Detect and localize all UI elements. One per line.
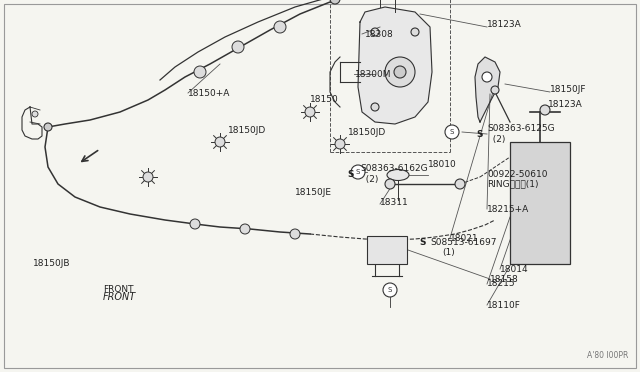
Circle shape <box>385 57 415 87</box>
Circle shape <box>540 105 550 115</box>
Text: S: S <box>388 287 392 293</box>
Circle shape <box>371 103 379 111</box>
Text: 18215+A: 18215+A <box>487 205 529 214</box>
Text: 18150JE: 18150JE <box>295 187 332 196</box>
Circle shape <box>240 224 250 234</box>
Ellipse shape <box>387 170 409 180</box>
Circle shape <box>482 72 492 82</box>
Text: 18150+A: 18150+A <box>188 89 230 97</box>
Circle shape <box>383 283 397 297</box>
Text: S: S <box>347 170 353 179</box>
Circle shape <box>190 219 200 229</box>
Circle shape <box>32 111 38 117</box>
Circle shape <box>385 179 395 189</box>
Circle shape <box>232 41 244 53</box>
Text: 18150JF: 18150JF <box>550 84 586 93</box>
Text: 18300M: 18300M <box>355 70 392 78</box>
Text: 18014: 18014 <box>500 264 529 273</box>
Text: S08363-6125G
  (2): S08363-6125G (2) <box>487 124 555 144</box>
Text: 18021: 18021 <box>450 234 479 243</box>
Circle shape <box>394 66 406 78</box>
Text: 18010: 18010 <box>428 160 457 169</box>
Text: 18158: 18158 <box>490 275 519 283</box>
Text: 18123A: 18123A <box>548 99 583 109</box>
Circle shape <box>351 165 365 179</box>
Text: (1): (1) <box>442 247 455 257</box>
Text: S: S <box>450 129 454 135</box>
Circle shape <box>491 86 499 94</box>
Polygon shape <box>475 57 500 122</box>
Text: 18150JD: 18150JD <box>348 128 387 137</box>
Text: 18150: 18150 <box>310 94 339 103</box>
Polygon shape <box>358 7 432 124</box>
Text: 18150JB: 18150JB <box>33 260 70 269</box>
Circle shape <box>335 139 345 149</box>
Circle shape <box>143 172 153 182</box>
Text: FRONT: FRONT <box>103 292 136 302</box>
Circle shape <box>305 107 315 117</box>
Text: S08363-6162G
  (2): S08363-6162G (2) <box>360 164 428 184</box>
Text: S: S <box>356 169 360 175</box>
Circle shape <box>274 21 286 33</box>
Text: 18311: 18311 <box>380 198 409 206</box>
Text: 18123A: 18123A <box>487 19 522 29</box>
Circle shape <box>371 28 379 36</box>
Bar <box>510 142 570 264</box>
Text: S: S <box>476 129 483 138</box>
Text: RINGリング(1): RINGリング(1) <box>487 180 538 189</box>
Circle shape <box>290 229 300 239</box>
Text: FRONT: FRONT <box>103 285 134 294</box>
Circle shape <box>44 123 52 131</box>
Circle shape <box>445 125 459 139</box>
Text: 18215: 18215 <box>487 279 516 289</box>
Text: A'80 I00PR: A'80 I00PR <box>587 351 628 360</box>
Circle shape <box>411 28 419 36</box>
Bar <box>367 236 407 264</box>
Text: S: S <box>419 237 426 247</box>
Circle shape <box>455 179 465 189</box>
Circle shape <box>330 0 340 4</box>
Text: 18110F: 18110F <box>487 301 521 310</box>
Text: 18150JD: 18150JD <box>228 125 266 135</box>
Text: 18308: 18308 <box>365 29 394 38</box>
Text: S08513-61697: S08513-61697 <box>430 237 497 247</box>
Circle shape <box>215 137 225 147</box>
Text: 00922-50610: 00922-50610 <box>487 170 547 179</box>
Circle shape <box>194 66 206 78</box>
